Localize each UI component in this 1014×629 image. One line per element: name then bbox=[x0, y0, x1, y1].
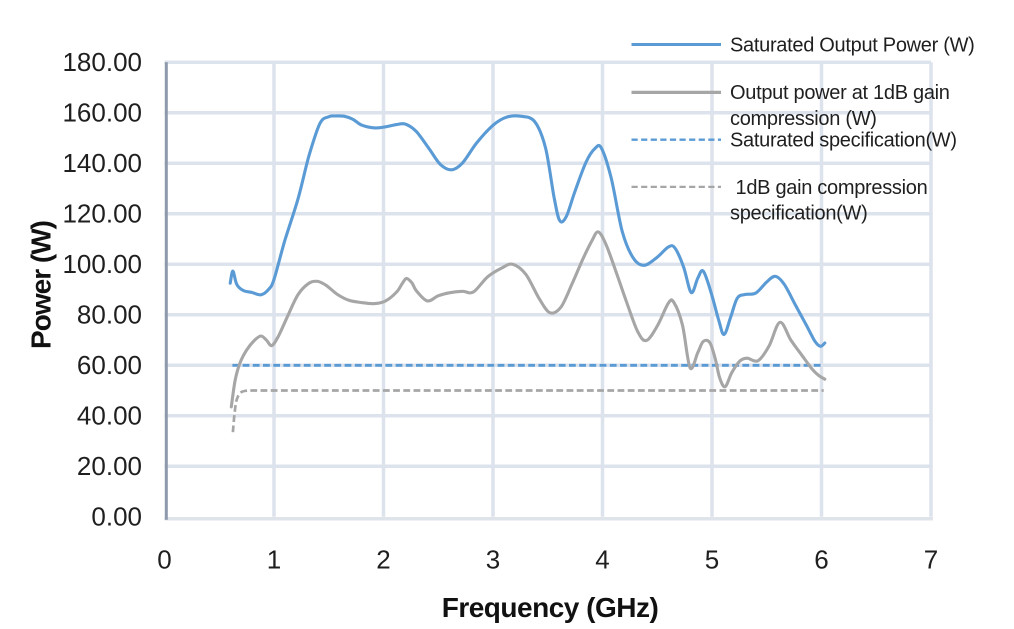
svg-text:180.00: 180.00 bbox=[62, 47, 142, 77]
svg-text:Saturated specification(W): Saturated specification(W) bbox=[730, 129, 957, 151]
svg-text:5: 5 bbox=[705, 545, 719, 575]
svg-text:2: 2 bbox=[376, 545, 390, 575]
svg-text:Output power at 1dB gain: Output power at 1dB gain bbox=[730, 82, 950, 104]
svg-text:3: 3 bbox=[486, 545, 500, 575]
svg-text:40.00: 40.00 bbox=[77, 400, 142, 430]
svg-text:7: 7 bbox=[924, 545, 938, 575]
svg-text:20.00: 20.00 bbox=[77, 451, 142, 481]
svg-text:140.00: 140.00 bbox=[62, 148, 142, 178]
svg-text:4: 4 bbox=[595, 545, 609, 575]
svg-text:100.00: 100.00 bbox=[62, 249, 142, 279]
svg-text:120.00: 120.00 bbox=[62, 198, 142, 228]
svg-text:1: 1 bbox=[267, 545, 281, 575]
svg-text:1dB gain compression: 1dB gain compression bbox=[736, 177, 928, 199]
svg-text:6: 6 bbox=[814, 545, 828, 575]
svg-text:80.00: 80.00 bbox=[77, 299, 142, 329]
svg-text:0.00: 0.00 bbox=[91, 501, 142, 531]
svg-text:compression (W): compression (W) bbox=[730, 108, 877, 130]
svg-text:60.00: 60.00 bbox=[77, 350, 142, 380]
svg-text:0: 0 bbox=[157, 545, 171, 575]
svg-text:Power (W): Power (W) bbox=[26, 221, 57, 349]
svg-text:160.00: 160.00 bbox=[62, 97, 142, 127]
svg-text:Frequency (GHz): Frequency (GHz) bbox=[442, 592, 659, 623]
svg-text:Saturated Output Power (W): Saturated Output Power (W) bbox=[730, 34, 975, 56]
svg-text:specification(W): specification(W) bbox=[730, 202, 867, 224]
